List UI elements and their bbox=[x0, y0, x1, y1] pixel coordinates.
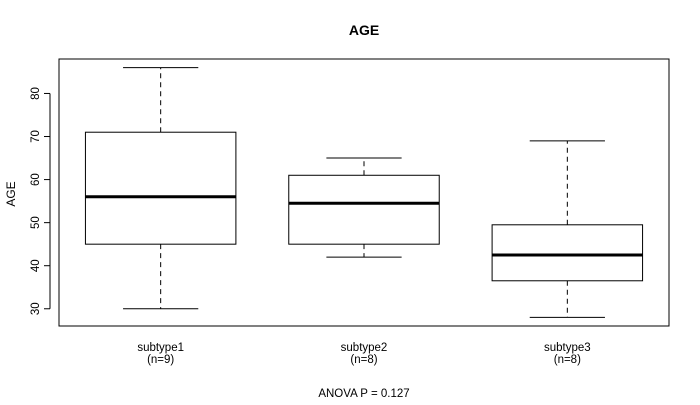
y-tick-label: 60 bbox=[30, 173, 42, 186]
box-subtype2 bbox=[288, 157, 440, 258]
box-subtype1 bbox=[84, 67, 237, 310]
iqr-box bbox=[84, 131, 237, 245]
y-tick-label: 50 bbox=[30, 216, 42, 229]
x-tick-count-label: (n=8) bbox=[350, 354, 377, 366]
plot-frame bbox=[58, 58, 670, 327]
y-axis: 30 40 50 60 70 80 bbox=[30, 87, 51, 315]
y-tick-label: 80 bbox=[30, 87, 42, 100]
x-tick-count-label: (n=8) bbox=[554, 354, 581, 366]
x-axis-labels: subtype1(n=9)subtype2(n=8)subtype3(n=8) bbox=[137, 342, 590, 366]
x-tick-label: subtype2 bbox=[341, 342, 388, 354]
iqr-box bbox=[288, 174, 440, 245]
box-subtype3 bbox=[491, 140, 644, 318]
chart-title: AGE bbox=[349, 22, 379, 38]
y-tick-label: 30 bbox=[30, 302, 42, 315]
x-tick-count-label: (n=9) bbox=[147, 354, 174, 366]
y-tick-label: 70 bbox=[30, 130, 42, 143]
y-axis-label: AGE bbox=[4, 181, 18, 206]
x-tick-label: subtype3 bbox=[544, 342, 591, 354]
y-tick-label: 40 bbox=[30, 259, 42, 272]
anova-footnote: ANOVA P = 0.127 bbox=[318, 388, 409, 400]
iqr-box bbox=[491, 224, 644, 282]
x-tick-label: subtype1 bbox=[137, 342, 184, 354]
box-group-layer bbox=[84, 67, 644, 318]
